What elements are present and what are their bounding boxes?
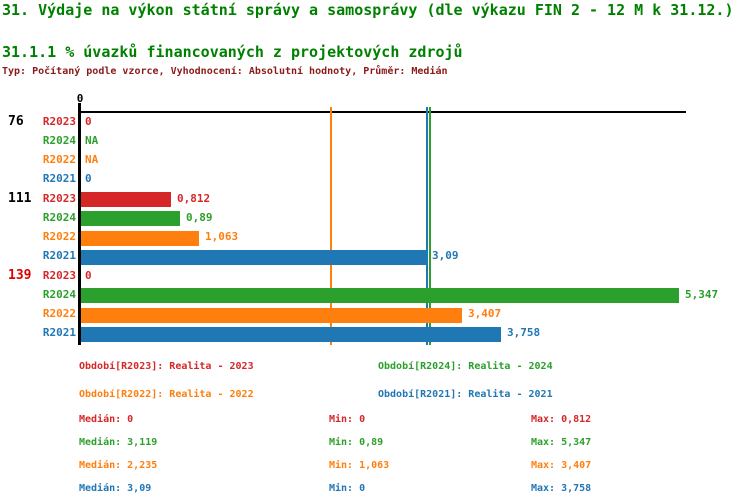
stat-max-R2022: Max: 3,407 (531, 460, 592, 471)
stat-min-R2023: Min: 0 (329, 414, 366, 425)
stat-min-R2024: Min: 0,89 (329, 437, 384, 448)
series-row-label: R2022 (42, 153, 76, 167)
bar-value-label: 1,063 (205, 230, 239, 244)
series-row-label: R2022 (42, 230, 76, 244)
indicator-meta: Typ: Počítaný podle vzorce, Vyhodnocení:… (2, 66, 448, 77)
bar-value-label: NA (85, 153, 99, 167)
series-row-label: R2022 (42, 307, 76, 321)
x-axis-tick-label: 0 (76, 92, 84, 105)
stat-median-R2021: Medián: 3,09 (79, 483, 152, 494)
bar-R2022 (81, 230, 199, 246)
median-line-R2021 (426, 107, 429, 345)
bar-value-label: 0 (85, 172, 92, 186)
y-axis-line (78, 103, 81, 345)
bar-value-label: 3,09 (432, 249, 459, 263)
stat-min-R2021: Min: 0 (329, 483, 366, 494)
series-row-label: R2024 (42, 133, 76, 147)
page-title: 31. Výdaje na výkon státní správy a samo… (2, 1, 734, 19)
stat-min-R2022: Min: 1,063 (329, 460, 390, 471)
bar-value-label: 0,812 (177, 191, 211, 205)
bar-R2021 (81, 326, 501, 342)
series-row-label: R2021 (42, 326, 76, 340)
stat-max-R2024: Max: 5,347 (531, 437, 592, 448)
series-row-label: R2024 (42, 210, 76, 224)
series-row-label: R2024 (42, 287, 76, 301)
bar-value-label: 0,89 (186, 210, 213, 224)
bar-value-label: 0 (85, 268, 92, 282)
bar-R2021 (81, 249, 426, 265)
bar-value-label: 3,758 (507, 326, 541, 340)
bar-R2022 (81, 307, 462, 323)
series-row-label: R2021 (42, 249, 76, 263)
legend-item-R2021: Období[R2021]: Realita - 2021 (378, 389, 553, 400)
stat-max-R2023: Max: 0,812 (531, 414, 592, 425)
bar-value-label: 5,347 (685, 287, 719, 301)
legend-item-R2023: Období[R2023]: Realita - 2023 (79, 361, 254, 372)
group-label: 76 (8, 113, 24, 129)
bar-value-label: 3,407 (468, 307, 502, 321)
bar-R2024 (81, 211, 180, 227)
stat-median-R2023: Medián: 0 (79, 414, 134, 425)
bar-value-label: NA (85, 133, 99, 147)
median-line-R2022 (330, 107, 333, 345)
stat-median-R2024: Medián: 3,119 (79, 437, 158, 448)
series-row-label: R2023 (42, 114, 76, 128)
bar-value-label: 0 (85, 114, 92, 128)
group-label: 111 (8, 190, 32, 206)
stat-max-R2021: Max: 3,758 (531, 483, 592, 494)
group-label: 139 (8, 267, 32, 283)
stat-median-R2022: Medián: 2,235 (79, 460, 158, 471)
indicator-title: 31.1.1 % úvazků financovaných z projekto… (2, 43, 463, 61)
bar-R2023 (81, 192, 171, 207)
legend-item-R2024: Období[R2024]: Realita - 2024 (378, 361, 553, 372)
series-row-label: R2023 (42, 191, 76, 205)
legend-item-R2022: Období[R2022]: Realita - 2022 (79, 389, 254, 400)
series-row-label: R2021 (42, 172, 76, 186)
bar-R2024 (81, 288, 679, 304)
series-row-label: R2023 (42, 268, 76, 282)
median-line-R2024 (429, 107, 432, 345)
x-axis-line (80, 111, 686, 113)
